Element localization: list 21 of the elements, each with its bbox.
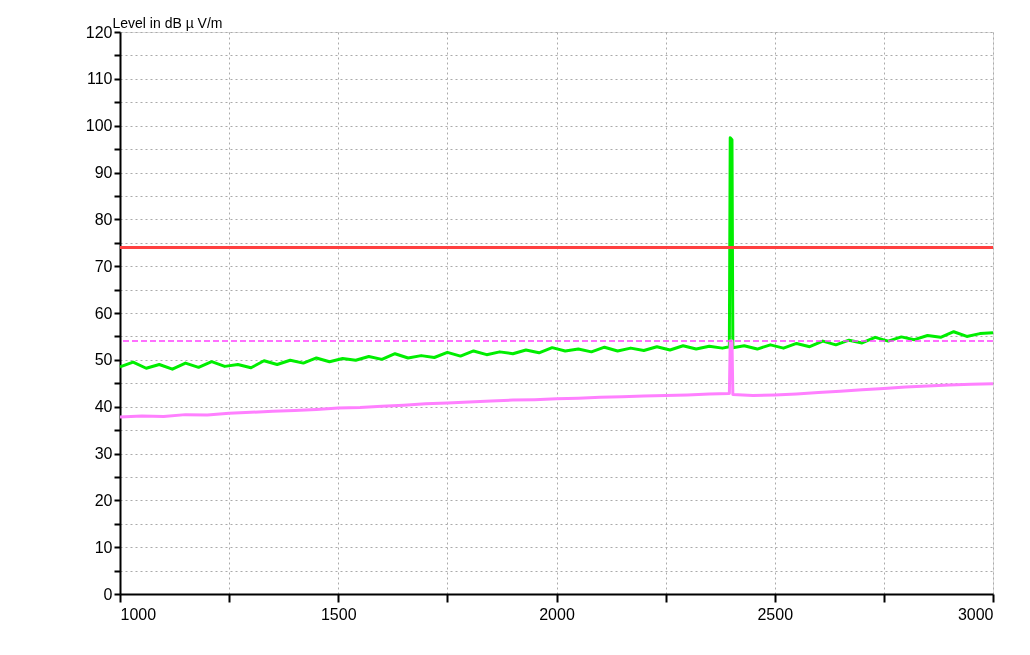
line-series [118,136,995,371]
x-tick-label: 1000 [120,605,157,623]
y-tick-label: 40 [94,398,113,416]
y-tick-label: 10 [94,538,113,556]
y-tick-label: 60 [94,304,113,322]
y-tick-label: 70 [94,257,113,275]
y-tick-label: 0 [103,585,113,603]
x-tick-label: 1500 [320,605,357,623]
y-tick-label: 90 [94,164,113,181]
y-tick-label: 100 [85,117,113,135]
x-tick-label: 2000 [539,605,575,623]
x-tick-label: 3000 [957,605,994,623]
y-tick-label: 120 [85,23,113,41]
y-tick-label: 50 [94,351,113,369]
y-tick-label: 110 [86,70,113,88]
y-tick-label: 20 [94,491,113,509]
y-tick-label: 80 [94,210,113,228]
x-tick-label: 2500 [757,605,794,623]
y-axis-title: Level in dB µ V/m [112,14,223,31]
y-tick-label: 30 [94,445,113,462]
line-series [118,339,995,419]
